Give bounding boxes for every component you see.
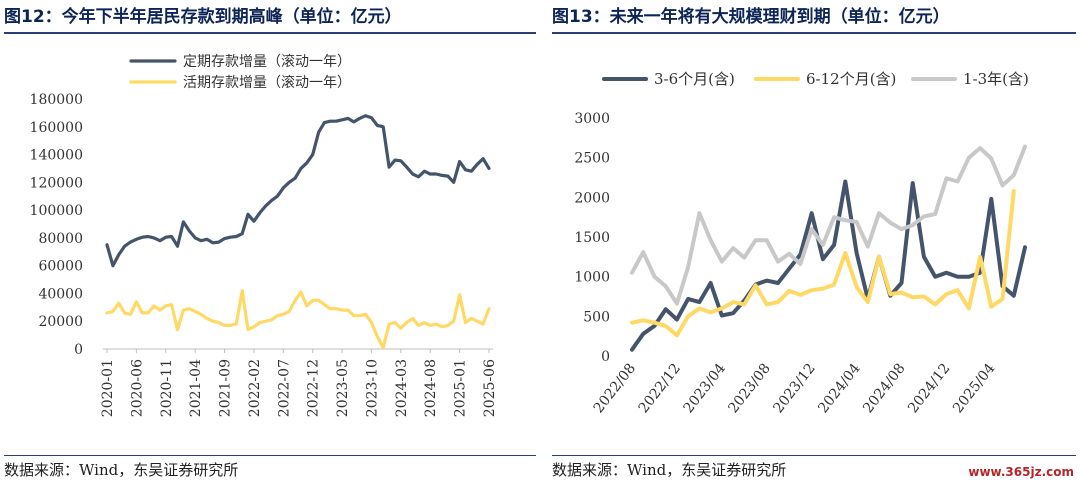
deposits-line-chart: 0 20000 40000 60000 80000 100000 120000 140000 1… [30,53,498,417]
y-tick-label: 1500 [574,230,610,246]
y-tick-label: 2000 [574,190,610,206]
y-tick-label: 180000 [30,92,83,108]
x-tick-label: 2023/12 [770,361,818,417]
y-tick-label: 20000 [38,314,83,330]
series-line-2 [630,189,1016,338]
series-line-1 [105,114,491,268]
x-tick-label: 2021-09 [218,359,234,417]
x-tick-label: 2024/08 [860,361,908,417]
x-tick-label: 2023/04 [681,361,729,417]
x-tick-label: 2022-07 [276,359,292,417]
y-tick-label: 80000 [38,231,83,247]
y-tick-label: 2500 [574,151,610,167]
x-tick-label: 2025/04 [950,361,998,417]
x-tick-label: 2024/12 [905,361,953,417]
x-tick-label: 2024-08 [423,359,439,417]
source-note: 数据来源：Wind，东吴证券研究所 [4,455,536,484]
chart-title: 图12：今年下半年居民存款到期高峰（单位：亿元） [4,2,536,34]
legend-label-3: 1-3年(含) [963,70,1029,88]
x-tick-label: 2023-05 [335,359,351,417]
y-tick-label: 160000 [30,120,83,136]
x-tick-label: 2025-06 [482,359,498,417]
x-tick-label: 2022-12 [306,359,322,417]
x-tick-label: 2024/04 [815,361,863,417]
x-tick-label: 2022/08 [591,361,639,417]
x-tick-label: 2023-10 [364,359,380,417]
x-tick-label: 2023/08 [725,361,773,417]
x-tick-label: 2022/12 [636,361,684,417]
x-tick-label: 2020-01 [100,359,116,417]
x-tick-label: 2022-02 [247,359,263,417]
x-tick-label: 2025-01 [453,359,469,417]
legend-label-2: 活期存款增量（滚动一年） [183,74,351,91]
y-tick-label: 60000 [38,259,83,275]
x-tick-label: 2020-06 [129,359,145,417]
legend-label-1: 3-6个月(含) [654,70,735,88]
y-tick-label: 500 [583,309,610,325]
y-tick-label: 3000 [574,111,610,127]
series-line-2 [105,289,491,350]
series-line-1 [630,179,1027,352]
source-note: 数据来源：Wind，东吴证券研究所 [552,455,1076,484]
legend-label-1: 定期存款增量（滚动一年） [183,53,351,70]
y-tick-label: 0 [74,342,83,358]
y-tick-label: 0 [601,349,610,365]
y-tick-label: 1000 [574,270,610,286]
chart-title: 图13：未来一年将有大规模理财到期（单位：亿元） [552,2,1076,34]
series-line-3 [630,144,1027,306]
y-tick-label: 100000 [30,203,83,219]
y-tick-label: 120000 [30,175,83,191]
x-tick-label: 2020-11 [159,359,175,417]
chart-panel-wealth-maturity: 图13：未来一年将有大规模理财到期（单位：亿元） 0 500 1000 1500 200… [548,0,1080,484]
watermark: www.365jz.com [968,465,1074,479]
x-tick-label: 2021-04 [188,359,204,417]
legend-label-2: 6-12个月(含) [806,70,896,88]
y-tick-label: 140000 [30,148,83,164]
x-tick-label: 2024-03 [394,359,410,417]
y-tick-label: 40000 [38,286,83,302]
wealth-maturity-line-chart: 0500100015002000250030002022/082022/1220… [574,70,1029,417]
chart-panel-deposits: 图12：今年下半年居民存款到期高峰（单位：亿元） 0 20000 40000 6000… [4,2,536,484]
